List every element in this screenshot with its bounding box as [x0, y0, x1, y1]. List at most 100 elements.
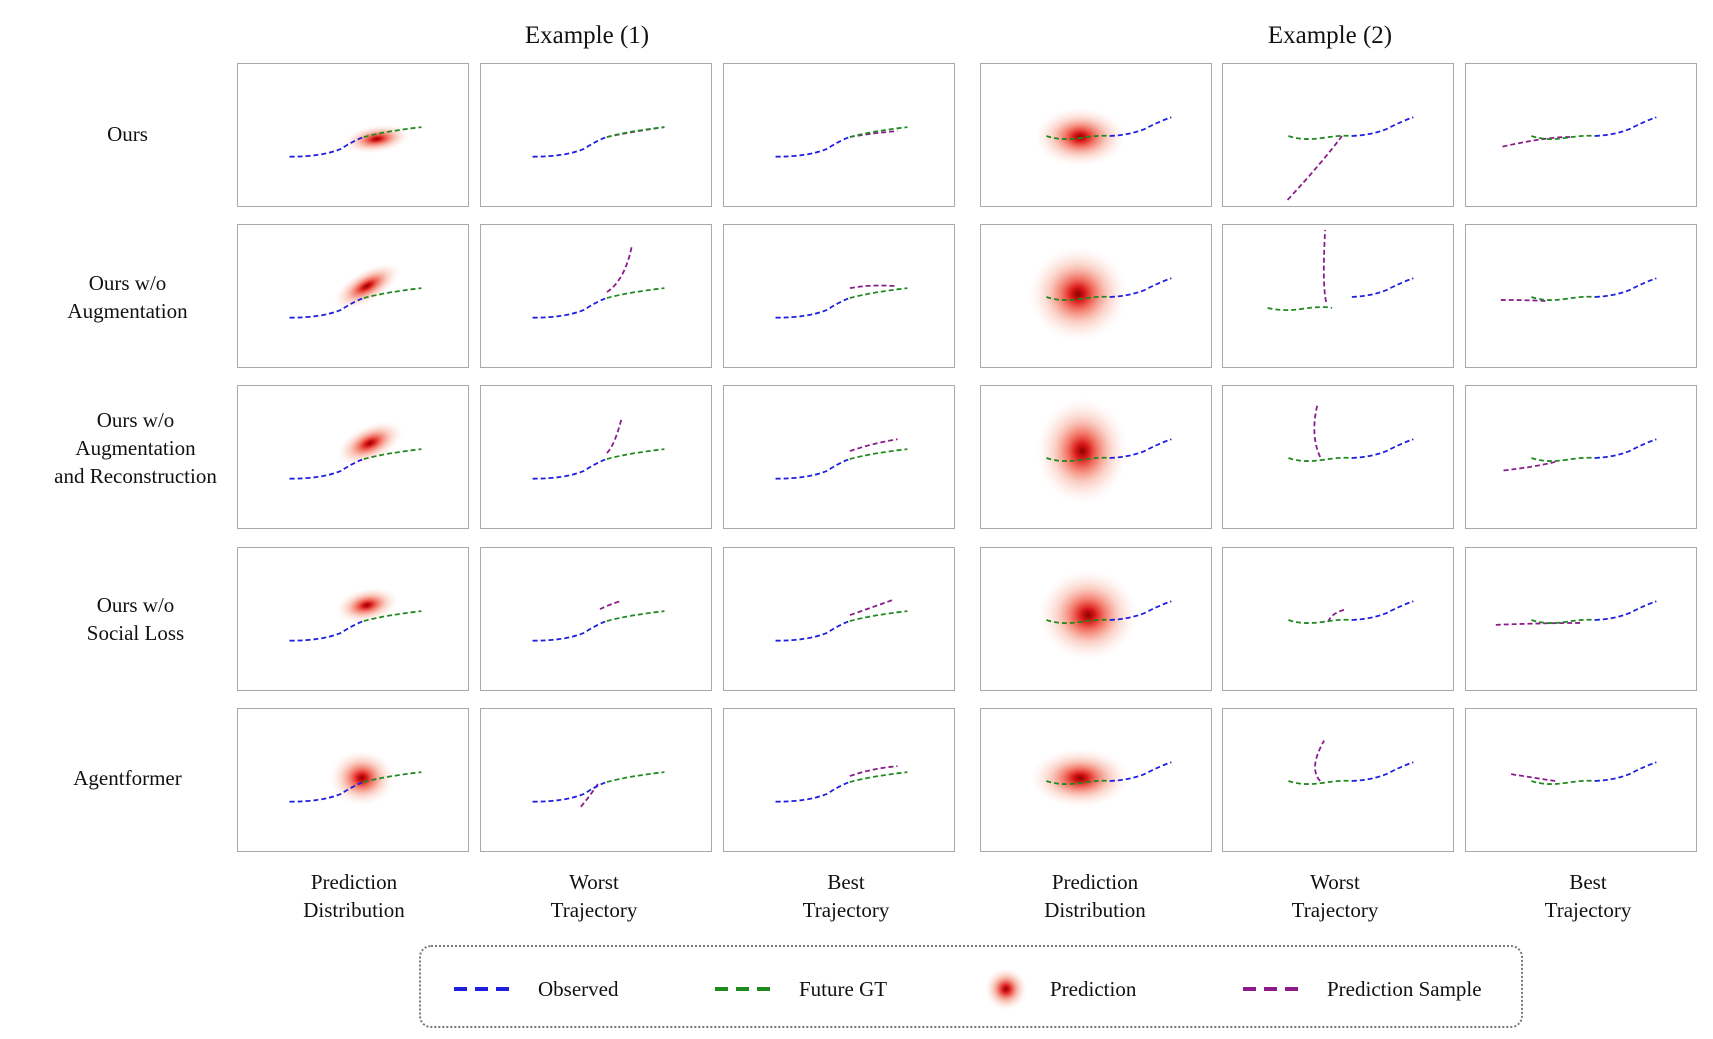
future-gt-line: [849, 448, 908, 460]
row-label-ours: Ours: [107, 122, 148, 146]
future-gt-line: [1531, 779, 1595, 785]
observed-line: [532, 458, 608, 480]
prediction-sample-line: [1500, 461, 1556, 472]
panel-agentformer-dist-ex1: [237, 708, 469, 852]
panel-ours-dist-ex2: [980, 63, 1212, 207]
prediction-heat: [336, 421, 404, 466]
prediction-sample-line: [606, 246, 633, 293]
future-gt-line: [606, 126, 665, 138]
observed-line: [1109, 438, 1172, 459]
panel-ours-dist-ex1: [237, 63, 469, 207]
observed-line: [289, 620, 365, 642]
prediction-sample-line: [1497, 299, 1546, 302]
observed-line: [1594, 600, 1657, 621]
panel-no_social-best-ex2: [1465, 547, 1697, 691]
prediction-sample-line: [599, 600, 621, 610]
col-label-2: Worst Trajectory: [550, 870, 638, 922]
panel-ours-best-ex2: [1465, 63, 1697, 207]
future-gt-line: [606, 448, 665, 460]
prediction-sample-line-icon: [1243, 987, 1305, 991]
future-gt-line: [1046, 618, 1110, 624]
prediction-sample-line: [1313, 405, 1321, 458]
panel-no_aug-best-ex2: [1465, 224, 1697, 368]
prediction-heat: [1030, 748, 1130, 808]
future-gt-line: [1288, 779, 1352, 785]
row-label-no-augmentation-reconstruction: Ours w/o Augmentation and Reconstruction: [54, 408, 217, 488]
panel-agentformer-worst-ex1: [480, 708, 712, 852]
prediction-sample-line: [1322, 229, 1327, 303]
observed-line: [1351, 761, 1414, 782]
panel-ours-worst-ex2: [1222, 63, 1454, 207]
panel-no_aug_rec-worst-ex1: [480, 385, 712, 529]
row-label-no-social-loss: Ours w/o Social Loss: [86, 593, 185, 645]
observed-line: [775, 781, 851, 803]
example-1-title: Example (1): [524, 22, 650, 49]
observed-line: [775, 297, 851, 319]
col-label-1: Prediction Distribution: [303, 870, 405, 922]
prediction-sample-line: [1286, 135, 1343, 201]
legend: Observed Future GT Prediction Prediction…: [419, 945, 1523, 1028]
prediction-sample-line: [1493, 622, 1581, 626]
observed-line: [532, 297, 608, 319]
observed-line: [775, 620, 851, 642]
future-gt-line: [1046, 779, 1110, 785]
observed-line: [1351, 438, 1414, 459]
observed-line: [775, 458, 851, 480]
prediction-sample-line: [1510, 773, 1556, 782]
panel-no_social-dist-ex2: [980, 547, 1212, 691]
future-gt-line: [363, 287, 422, 299]
future-gt-line: [1046, 295, 1110, 301]
panel-no_aug-dist-ex2: [980, 224, 1212, 368]
panel-no_social-dist-ex1: [237, 547, 469, 691]
panel-agentformer-dist-ex2: [980, 708, 1212, 852]
prediction-heat: [343, 124, 411, 154]
prediction-sample-line: [849, 438, 898, 452]
future-gt-line: [606, 771, 665, 783]
prediction-heat: [1034, 107, 1126, 167]
panel-no_social-worst-ex2: [1222, 547, 1454, 691]
future-gt-line: [1288, 134, 1352, 140]
prediction-heat-icon: [985, 968, 1027, 1010]
future-gt-line: [1046, 134, 1110, 140]
observed-line: [1351, 116, 1414, 137]
col-label-3: Best Trajectory: [802, 870, 890, 922]
future-gt-line: [363, 771, 422, 783]
future-gt-line: [606, 287, 665, 299]
observed-line: [289, 781, 365, 803]
observed-line: [1109, 761, 1172, 782]
future-gt-line: [849, 126, 908, 138]
future-gt-line: [1046, 456, 1110, 462]
future-gt-line: [1531, 134, 1595, 140]
future-gt-line: [1531, 618, 1595, 624]
col-label-6: Best Trajectory: [1544, 870, 1632, 922]
row-label-agentformer: Agentformer: [73, 766, 182, 790]
observed-line: [1109, 277, 1172, 298]
panel-no_social-best-ex1: [723, 547, 955, 691]
prediction-heat: [329, 750, 395, 806]
future-gt-line: [1531, 456, 1595, 462]
panel-agentformer-worst-ex2: [1222, 708, 1454, 852]
panel-no_aug_rec-best-ex1: [723, 385, 955, 529]
observed-line-icon: [454, 987, 516, 991]
observed-line: [1594, 761, 1657, 782]
prediction-sample-line: [1314, 740, 1325, 782]
future-gt-line: [363, 448, 422, 460]
panel-ours-best-ex1: [723, 63, 955, 207]
panel-no_aug-worst-ex2: [1222, 224, 1454, 368]
future-gt-line: [1288, 618, 1352, 624]
future-gt-line: [849, 287, 908, 299]
observed-line: [289, 136, 365, 158]
panel-no_aug_rec-dist-ex1: [237, 385, 469, 529]
observed-line: [1109, 600, 1172, 621]
observed-line: [1594, 116, 1657, 137]
observed-line: [1594, 438, 1657, 459]
observed-line: [775, 136, 851, 158]
col-label-5: Worst Trajectory: [1291, 870, 1379, 922]
panel-no_aug_rec-best-ex2: [1465, 385, 1697, 529]
prediction-heat: [1036, 397, 1128, 505]
col-label-4: Prediction Distribution: [1044, 870, 1146, 922]
future-gt-line: [849, 771, 908, 783]
observed-line: [1351, 277, 1414, 298]
future-gt-line: [1531, 295, 1595, 301]
prediction-sample-line: [1501, 136, 1571, 148]
